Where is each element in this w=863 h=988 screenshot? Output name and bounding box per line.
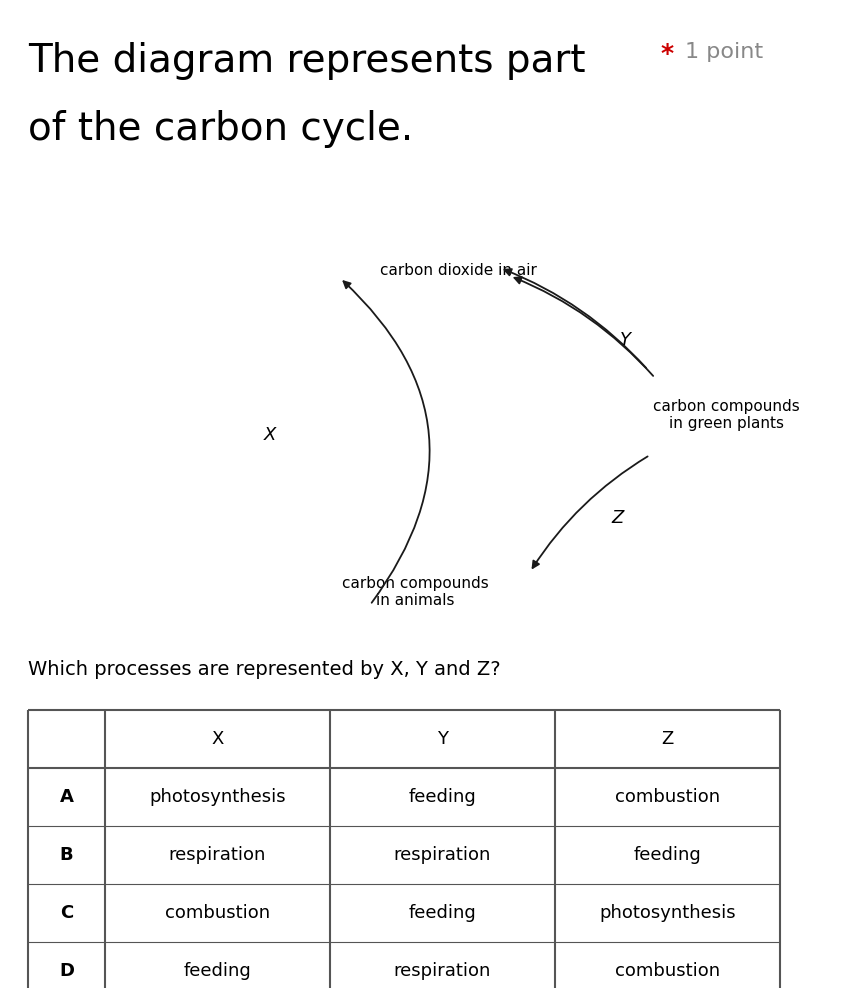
Text: combustion: combustion — [615, 962, 720, 980]
Text: Which processes are represented by X, Y and Z?: Which processes are represented by X, Y … — [28, 660, 501, 679]
Text: carbon dioxide in air: carbon dioxide in air — [380, 263, 537, 278]
Text: D: D — [59, 962, 74, 980]
Text: X: X — [264, 426, 276, 444]
Text: respiration: respiration — [394, 846, 491, 864]
Text: Z: Z — [661, 730, 674, 748]
Text: *: * — [660, 42, 673, 66]
Text: Y: Y — [620, 331, 631, 349]
Text: The diagram represents part: The diagram represents part — [28, 42, 585, 80]
Text: respiration: respiration — [394, 962, 491, 980]
Text: Z: Z — [612, 509, 624, 527]
Text: X: X — [211, 730, 224, 748]
Text: feeding: feeding — [633, 846, 702, 864]
Text: carbon compounds
in animals: carbon compounds in animals — [342, 576, 488, 609]
Text: carbon compounds
in green plants: carbon compounds in green plants — [653, 399, 800, 431]
Text: A: A — [60, 788, 73, 806]
Text: feeding: feeding — [408, 788, 476, 806]
Text: Y: Y — [437, 730, 448, 748]
Text: feeding: feeding — [408, 904, 476, 922]
Text: feeding: feeding — [184, 962, 251, 980]
Text: C: C — [60, 904, 73, 922]
Text: of the carbon cycle.: of the carbon cycle. — [28, 110, 413, 148]
Text: 1 point: 1 point — [685, 42, 763, 62]
Text: photosynthesis: photosynthesis — [149, 788, 286, 806]
Text: combustion: combustion — [615, 788, 720, 806]
Text: B: B — [60, 846, 73, 864]
Text: photosynthesis: photosynthesis — [599, 904, 736, 922]
Text: respiration: respiration — [169, 846, 266, 864]
Text: combustion: combustion — [165, 904, 270, 922]
